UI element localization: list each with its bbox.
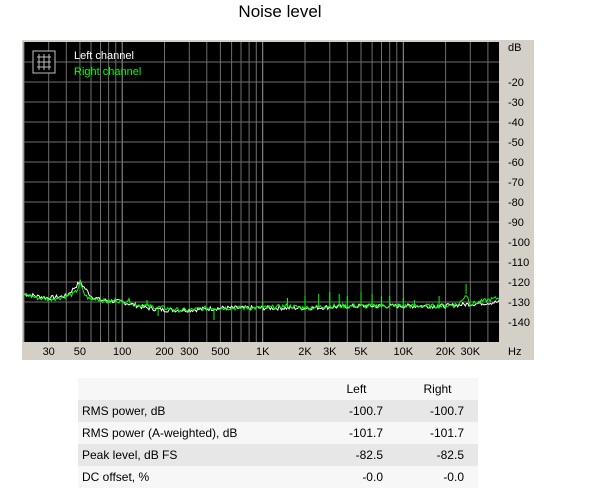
y-tick-label: -30 [508, 97, 524, 109]
x-tick-label: 1K [256, 346, 270, 358]
noise-level-chart: 30 50 100 200 300 500 1K 2K 3K 5K 10K 20K 30K -20 -30 -… [23, 42, 530, 358]
x-tick-label: 50 [74, 346, 86, 358]
row-right-value: -0.0 [397, 466, 478, 488]
table-row: Peak level, dB FS -82.5 -82.5 [78, 444, 478, 466]
stats-header-row: Left Right [78, 378, 478, 400]
grid-icon[interactable] [37, 54, 51, 70]
x-tick-label: 500 [211, 346, 229, 358]
x-tick-label: 200 [155, 346, 173, 358]
chart-frame: 30 50 100 200 300 500 1K 2K 3K 5K 10K 20K 30K -20 -30 -… [22, 40, 534, 360]
x-tick-label: 2K [298, 346, 312, 358]
y-tick-label: -100 [508, 237, 530, 249]
x-unit-label: Hz [508, 346, 521, 358]
row-left-value: -0.0 [316, 466, 397, 488]
row-left-value: -82.5 [316, 444, 397, 466]
row-right-value: -100.7 [397, 400, 478, 422]
row-right-value: -82.5 [397, 444, 478, 466]
y-unit-label: dB [508, 42, 521, 54]
row-label: DC offset, % [78, 466, 316, 488]
y-tick-label: -140 [508, 317, 530, 329]
plot-area [24, 42, 499, 342]
table-row: RMS power, dB -100.7 -100.7 [78, 400, 478, 422]
x-tick-label: 300 [180, 346, 198, 358]
table-row: RMS power (A-weighted), dB -101.7 -101.7 [78, 422, 478, 444]
stats-header-blank [78, 378, 316, 400]
x-tick-label: 20K [436, 346, 456, 358]
table-row: DC offset, % -0.0 -0.0 [78, 466, 478, 488]
y-tick-label: -50 [508, 137, 524, 149]
row-label: RMS power (A-weighted), dB [78, 422, 316, 444]
row-right-value: -101.7 [397, 422, 478, 444]
y-tick-label: -20 [508, 77, 524, 89]
y-tick-label: -90 [508, 217, 524, 229]
x-tick-label: 30 [43, 346, 55, 358]
row-label: Peak level, dB FS [78, 444, 316, 466]
y-tick-label: -40 [508, 117, 524, 129]
x-tick-label: 5K [354, 346, 368, 358]
series-line-right [23, 279, 500, 314]
row-label: RMS power, dB [78, 400, 316, 422]
y-tick-label: -130 [508, 297, 530, 309]
tick-labels: 30 50 100 200 300 500 1K 2K 3K 5K 10K 20K 30K -20 -30 -… [43, 77, 530, 358]
legend: Left channel Right channel [32, 50, 141, 78]
x-tick-label: 100 [113, 346, 131, 358]
y-tick-label: -60 [508, 157, 524, 169]
row-left-value: -101.7 [316, 422, 397, 444]
x-tick-label: 10K [394, 346, 414, 358]
y-tick-label: -70 [508, 177, 524, 189]
chart-title: Noise level [238, 2, 322, 21]
legend-label-left: Left channel [74, 50, 134, 62]
legend-label-right: Right channel [74, 66, 141, 78]
x-tick-label: 3K [323, 346, 337, 358]
grid [23, 42, 499, 342]
stats-table: Left Right RMS power, dB -100.7 -100.7 R… [78, 378, 478, 488]
stats-header-right: Right [397, 378, 478, 400]
y-tick-label: -80 [508, 197, 524, 209]
row-left-value: -100.7 [316, 400, 397, 422]
series-group [23, 279, 500, 320]
x-tick-label: 30K [461, 346, 481, 358]
y-tick-label: -110 [508, 257, 529, 269]
stats-header-left: Left [316, 378, 397, 400]
y-tick-label: -120 [508, 277, 530, 289]
